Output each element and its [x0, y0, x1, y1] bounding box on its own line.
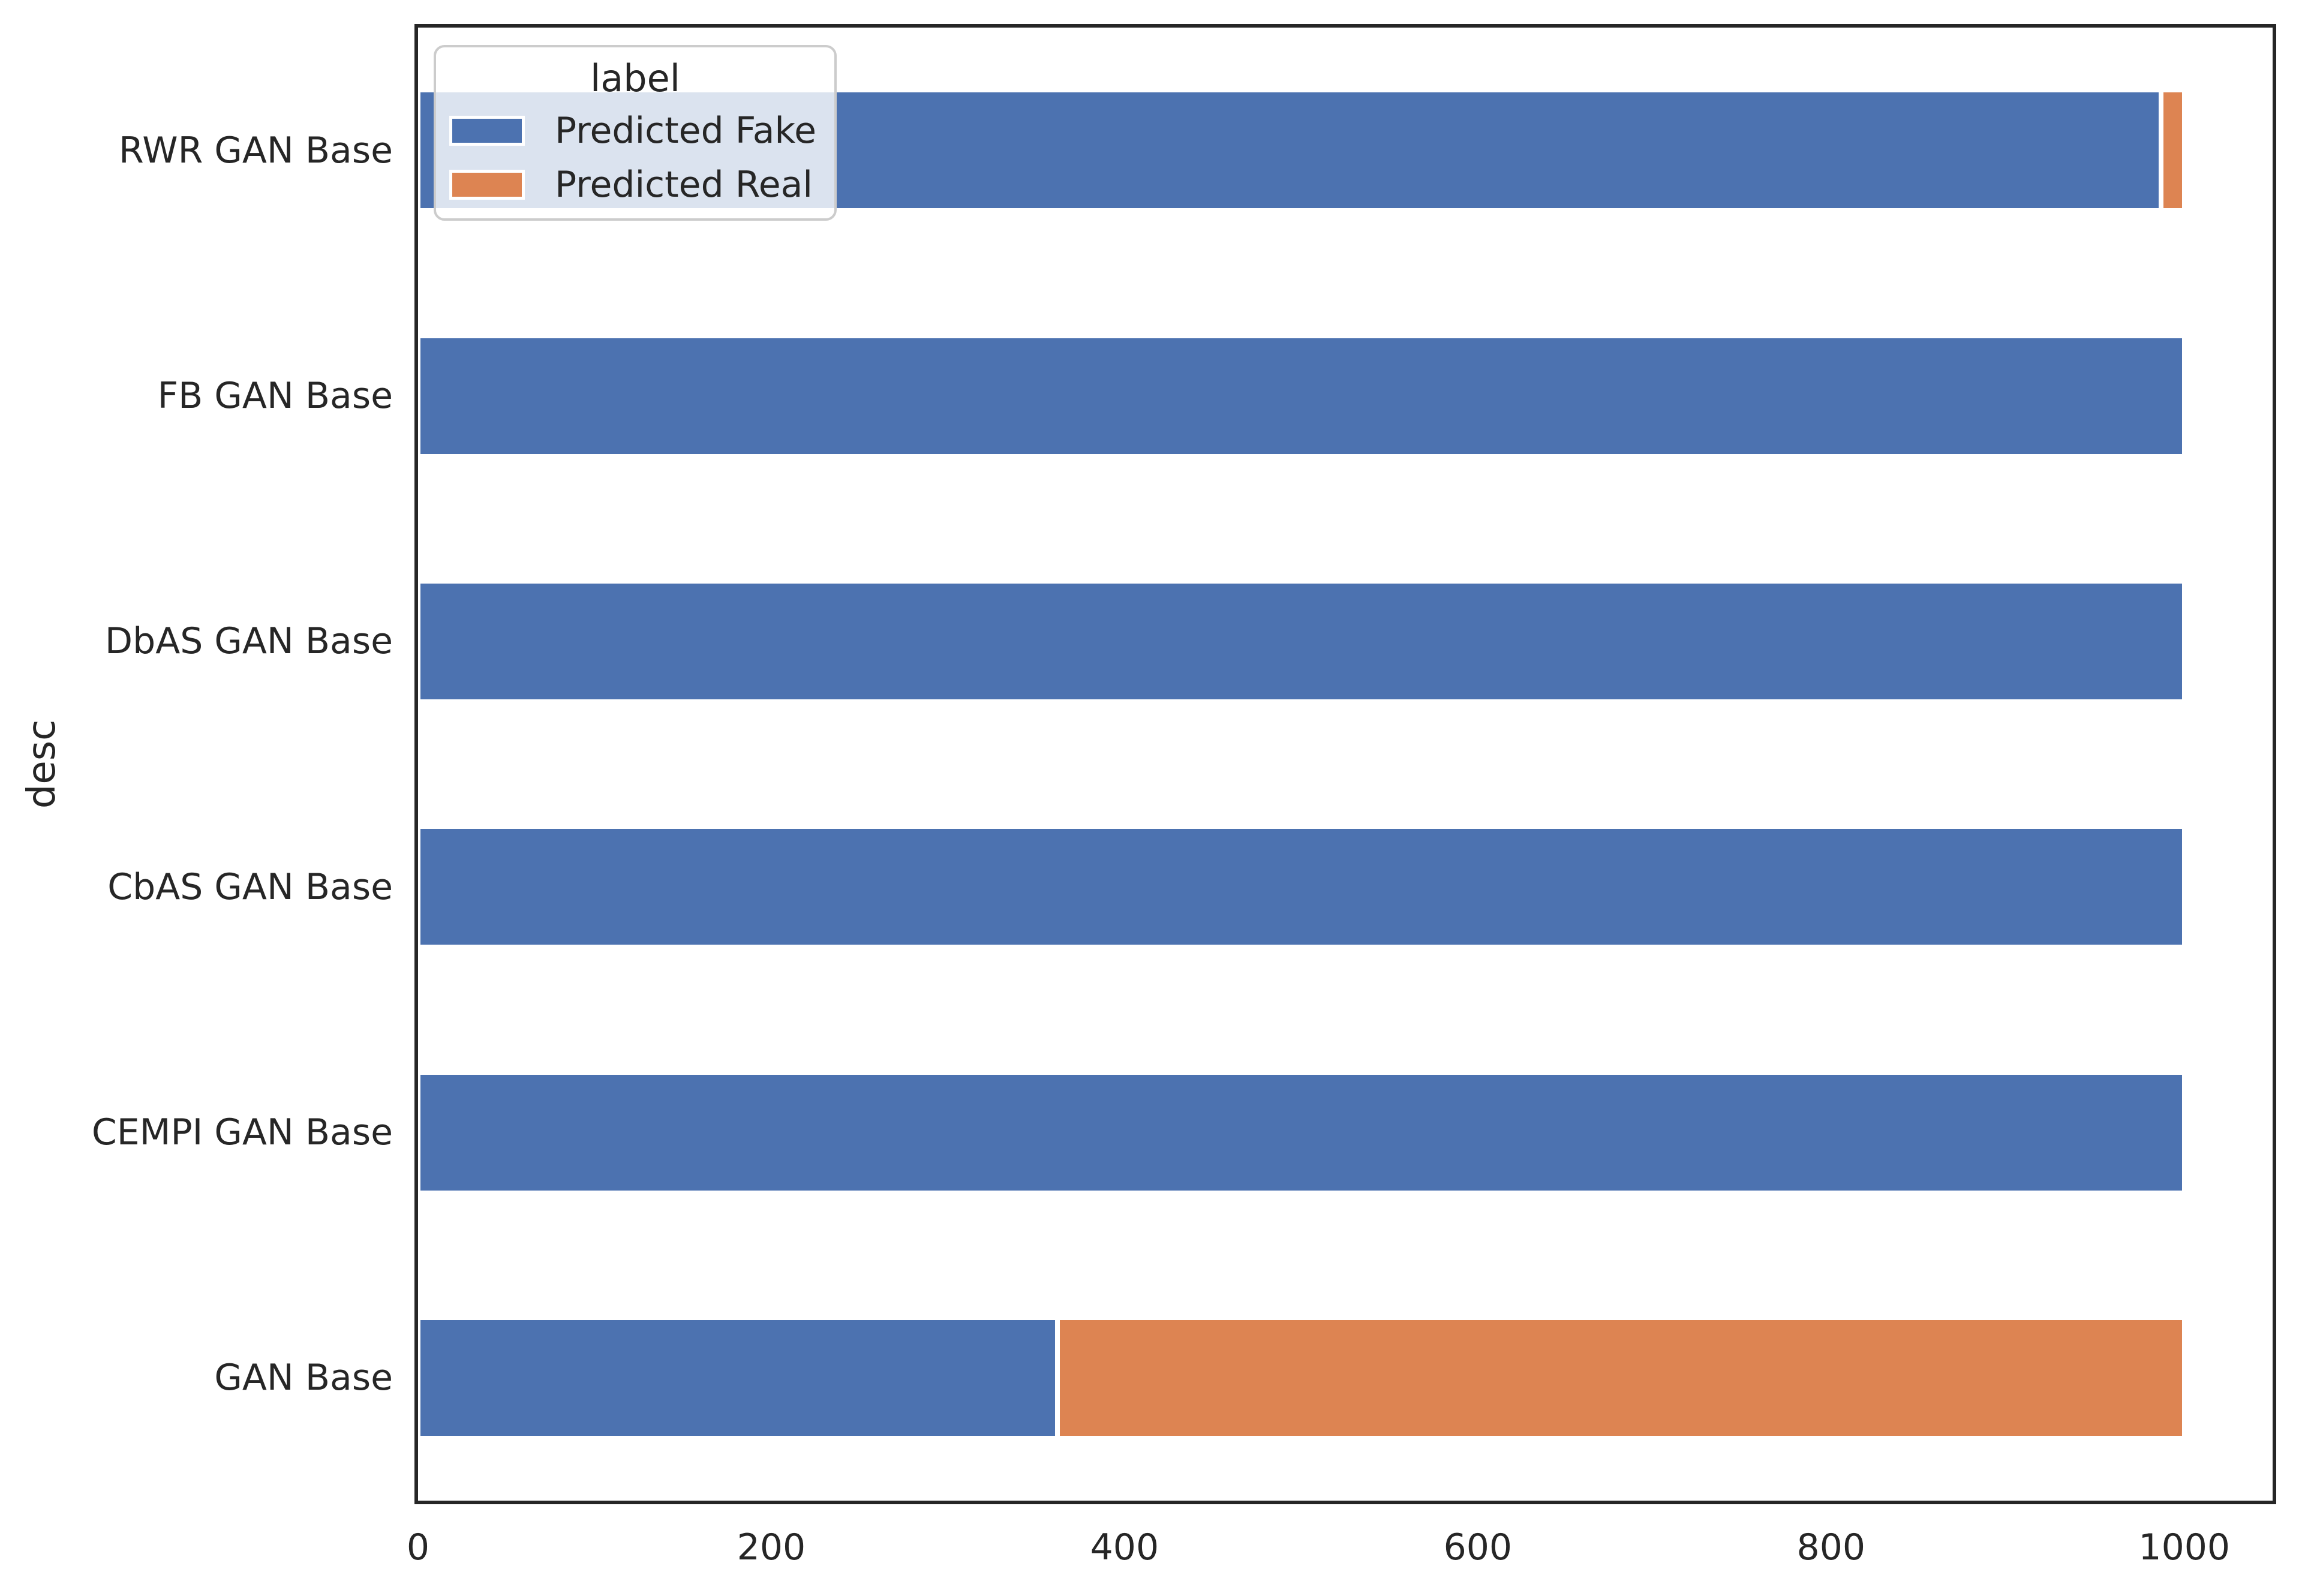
y-tick-label-fb-gan-base: FB GAN Base	[157, 374, 393, 417]
y-tick-label-rwr-gan-base: RWR GAN Base	[119, 129, 393, 172]
bar-segment-predicted-real	[2161, 90, 2184, 211]
bar-segment-predicted-real	[1057, 1317, 2184, 1438]
bar-segment-predicted-fake	[418, 1317, 1057, 1438]
legend-entry-label: Predicted Real	[555, 164, 813, 206]
bar-row-gan-base	[418, 1317, 2184, 1438]
x-tick-label-200: 200	[737, 1526, 806, 1568]
bar-row-cbas-gan-base	[418, 826, 2184, 948]
bar-row-fb-gan-base	[418, 335, 2184, 456]
bar-segment-predicted-fake	[418, 1072, 2184, 1193]
legend-entry-label: Predicted Fake	[555, 110, 817, 152]
plot-inner	[418, 28, 2273, 1501]
legend-entries: Predicted Fake Predicted Real	[449, 110, 821, 206]
y-tick-label-dbas-gan-base: DbAS GAN Base	[104, 620, 393, 663]
legend-swatch-icon	[449, 116, 525, 146]
y-tick-label-gan-base: GAN Base	[214, 1357, 393, 1399]
legend-entry-predicted-real: Predicted Real	[449, 164, 821, 206]
y-tick-label-cempi-gan-base: CEMPI GAN Base	[91, 1111, 393, 1153]
legend: label Predicted Fake Predicted Real	[434, 45, 837, 221]
x-tick-label-600: 600	[1443, 1526, 1513, 1568]
y-tick-label-cbas-gan-base: CbAS GAN Base	[107, 865, 393, 908]
legend-title: label	[590, 56, 680, 100]
legend-swatch-icon	[449, 170, 525, 200]
x-tick-label-0: 0	[406, 1526, 430, 1568]
x-tick-label-400: 400	[1090, 1526, 1159, 1568]
legend-entry-predicted-fake: Predicted Fake	[449, 110, 821, 152]
bar-row-dbas-gan-base	[418, 581, 2184, 702]
x-tick-label-800: 800	[1796, 1526, 1866, 1568]
bar-segment-predicted-fake	[418, 581, 2184, 702]
x-tick-label-1000: 1000	[2138, 1526, 2231, 1568]
bar-segment-predicted-fake	[418, 335, 2184, 456]
bar-segment-predicted-fake	[418, 826, 2184, 948]
plot-area	[414, 24, 2276, 1504]
bar-row-cempi-gan-base	[418, 1072, 2184, 1193]
